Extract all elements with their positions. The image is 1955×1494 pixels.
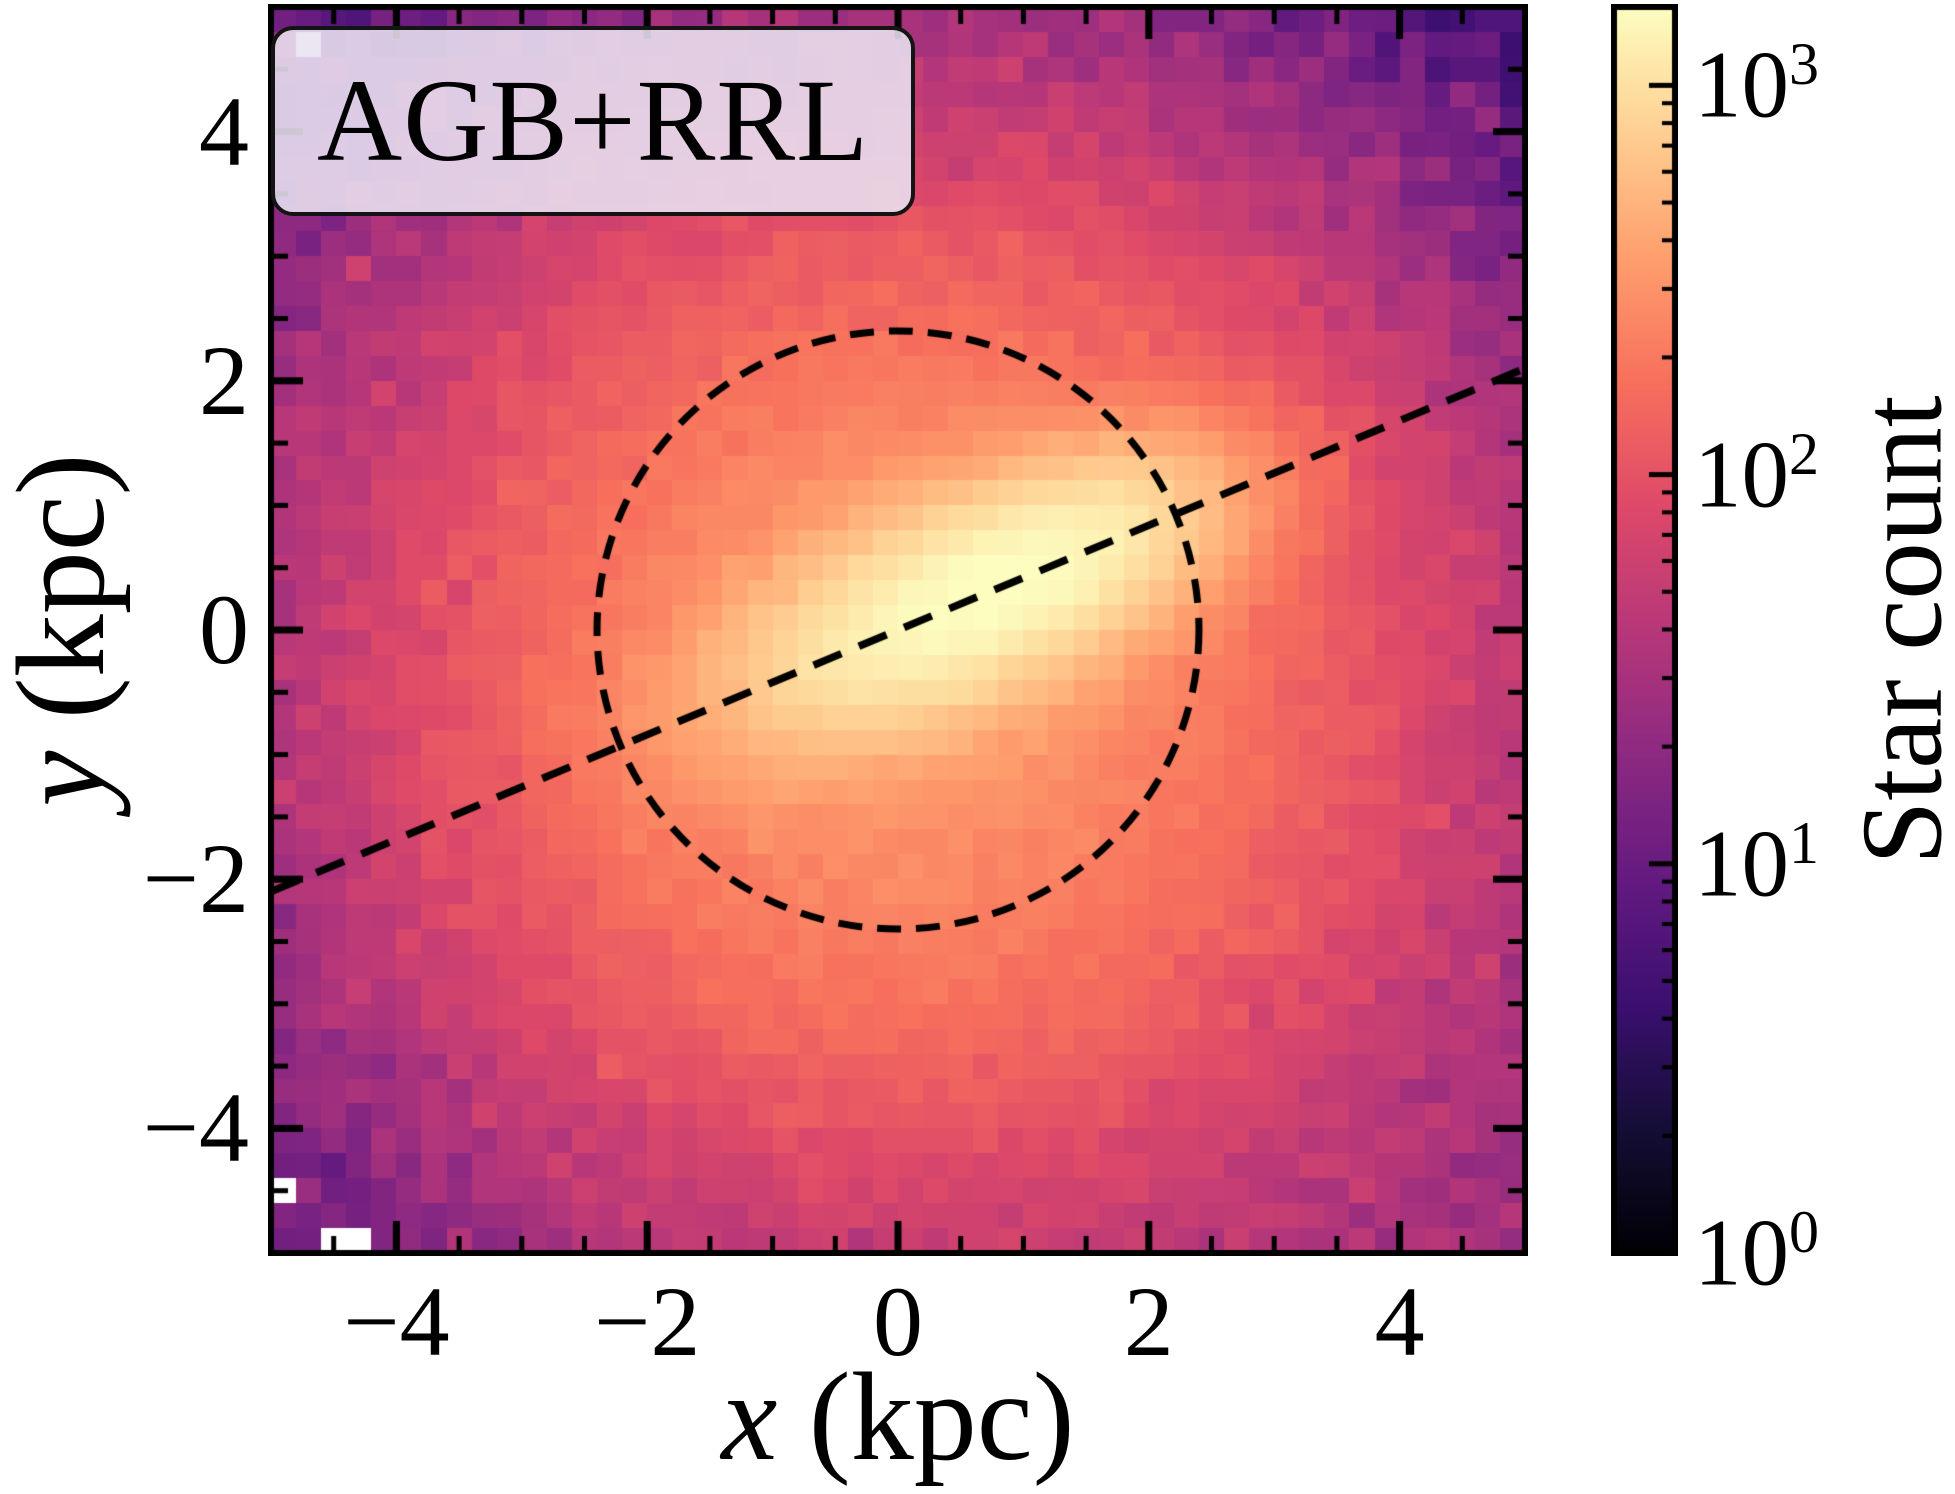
colorbar (1611, 4, 1678, 1256)
y-tick-label: −4 (142, 1072, 249, 1184)
y-tick-label: −2 (142, 823, 249, 935)
colorbar-tick-label: 102 (1694, 420, 1819, 528)
colorbar-title: Star count (1838, 395, 1955, 865)
y-tick-label: 0 (199, 574, 249, 685)
x-tick-label: 0 (873, 1266, 923, 1377)
x-tick-label: −2 (593, 1266, 701, 1377)
colorbar-tick-label: 103 (1694, 31, 1819, 138)
colorbar-tick-label: 101 (1694, 809, 1819, 917)
y-axis-label: y (kpc) (0, 453, 131, 806)
colorbar-tick-label: 100 (1694, 1198, 1819, 1306)
y-tick-label: 2 (199, 324, 249, 436)
region-label-box: AGB+RRL (271, 26, 916, 216)
y-axis-unit: (kpc) (0, 453, 131, 751)
colorbar-canvas (1611, 4, 1678, 1256)
region-label: AGB+RRL (317, 55, 870, 186)
x-axis-label: x (kpc) (721, 1355, 1074, 1481)
x-axis-unit: (kpc) (777, 1348, 1075, 1487)
x-tick-label: 4 (1374, 1266, 1425, 1377)
y-tick-label: 4 (199, 75, 249, 187)
x-tick-label: 2 (1123, 1266, 1174, 1377)
x-axis-variable: x (721, 1348, 778, 1487)
x-tick-label: −4 (343, 1266, 450, 1377)
y-axis-variable: y (0, 750, 131, 807)
